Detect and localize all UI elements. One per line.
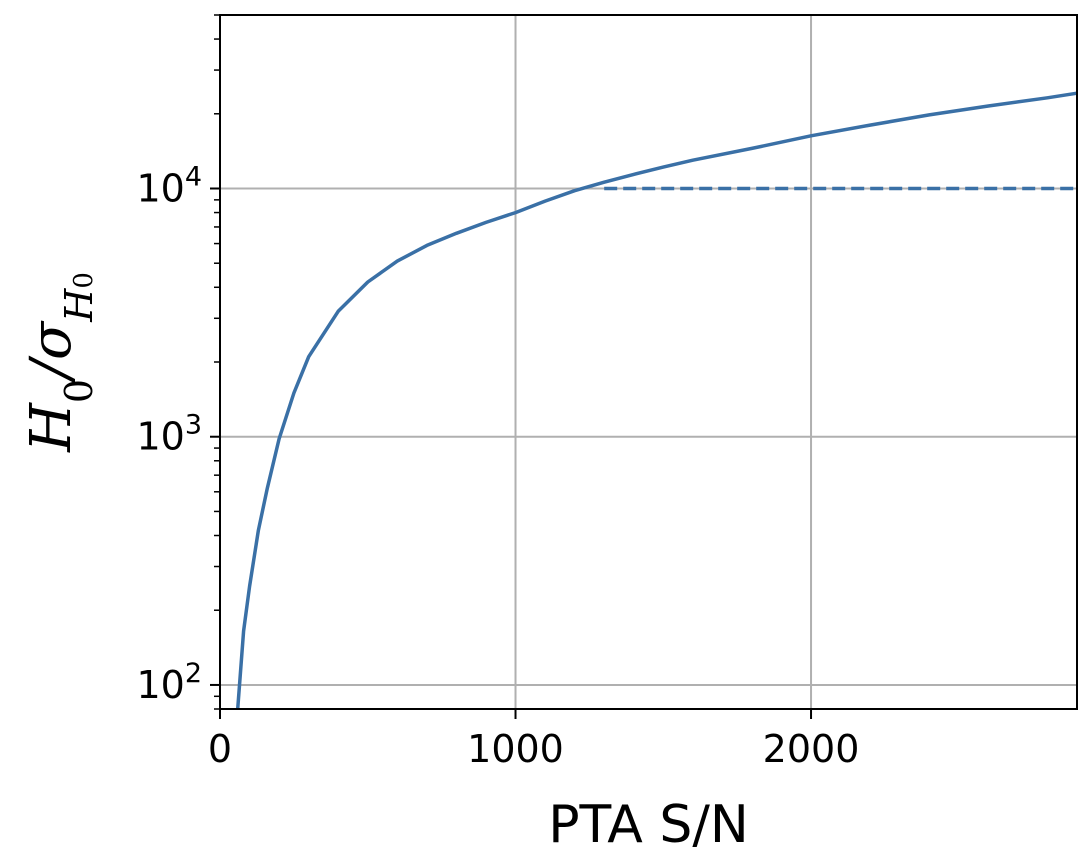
y-tick-exponent: 2 (185, 658, 202, 689)
y-tick-base: 10 (136, 167, 184, 211)
y-tick-base: 10 (136, 415, 184, 459)
y-label-main: H (19, 402, 84, 453)
y-axis-label: H0/σH0 (19, 272, 101, 453)
y-tick-label: 103 (136, 410, 202, 459)
y-tick-label: 104 (136, 162, 202, 211)
y-tick-exponent: 3 (185, 410, 202, 441)
y-tick-exponent: 4 (185, 162, 202, 193)
solid-series-line (235, 91, 1078, 710)
x-tick-label: 1000 (467, 727, 564, 771)
x-tick-label: 2000 (763, 727, 860, 771)
y-tick-label: 102 (136, 658, 202, 707)
y-label-sub: H (57, 288, 101, 323)
y-tick-base: 10 (136, 663, 184, 707)
x-tick-label: 0 (208, 727, 232, 771)
series-layer (235, 91, 1078, 710)
y-label-sep: /σ (19, 320, 84, 384)
plot-frame (219, 14, 1078, 710)
grid-layer (219, 15, 1077, 709)
y-label-main-sub: 0 (57, 379, 101, 403)
x-axis-label: PTA S/N (548, 795, 749, 855)
y-label-sub-sub: 0 (69, 272, 99, 289)
